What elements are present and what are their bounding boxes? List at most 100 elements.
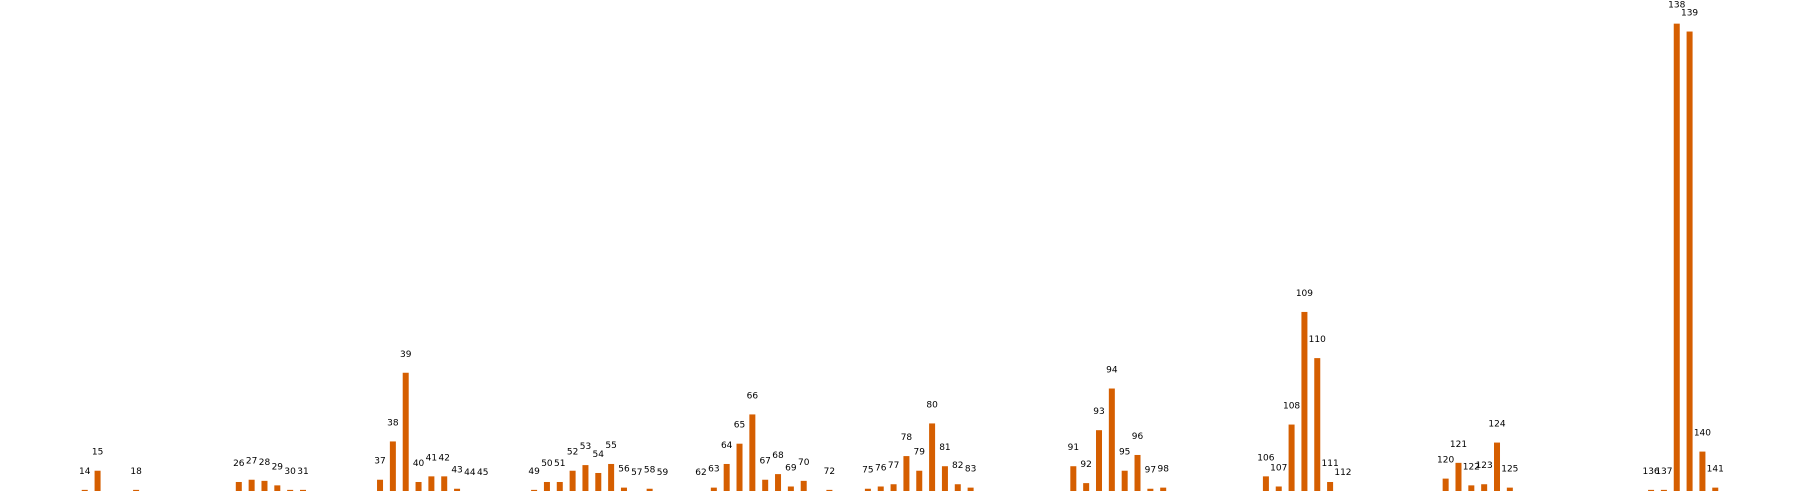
bar-label: 14	[79, 467, 91, 477]
bar	[556, 481, 563, 491]
bar	[441, 476, 448, 491]
bar-label: 69	[785, 463, 797, 473]
bar	[402, 372, 409, 491]
bar-label: 45	[477, 468, 488, 478]
bar	[749, 414, 756, 491]
bar	[1147, 488, 1154, 491]
bar-label: 44	[464, 468, 476, 478]
bar-label: 98	[1157, 465, 1169, 475]
bar-label: 140	[1694, 429, 1711, 439]
bar-label: 18	[130, 467, 142, 477]
bar-label: 124	[1488, 420, 1505, 430]
bar-label: 42	[438, 453, 449, 463]
bar-label: 121	[1450, 440, 1467, 450]
bar	[531, 489, 538, 491]
bar-label: 108	[1283, 402, 1300, 412]
bar	[787, 486, 794, 491]
bar	[94, 470, 101, 491]
bar-label: 80	[926, 400, 938, 410]
bar-label: 95	[1119, 448, 1130, 458]
bar-label: 52	[567, 448, 578, 458]
bar-label: 94	[1106, 366, 1118, 376]
bar-label: 79	[914, 448, 926, 458]
bar	[916, 470, 923, 491]
bar-label: 64	[721, 441, 733, 451]
bar	[608, 463, 615, 491]
bar-label: 109	[1296, 289, 1313, 299]
bar	[1455, 462, 1462, 491]
bar-label: 54	[593, 450, 605, 460]
bar	[775, 474, 782, 491]
bar-label: 81	[939, 443, 950, 453]
bar-label: 136	[1642, 467, 1659, 477]
bar	[582, 465, 589, 491]
bar	[1506, 487, 1513, 491]
bar	[1160, 487, 1167, 491]
bar-label: 51	[554, 459, 565, 469]
bar-label: 72	[824, 467, 835, 477]
bar-label: 39	[400, 350, 412, 360]
bar	[299, 489, 306, 491]
bar-label: 138	[1668, 1, 1685, 11]
bar-label: 29	[272, 462, 284, 472]
bar	[1108, 388, 1115, 491]
bar-label: 110	[1309, 335, 1326, 345]
bar-label: 68	[772, 451, 784, 461]
bar-label: 57	[631, 468, 642, 478]
bar	[1648, 489, 1655, 491]
bar-label: 91	[1068, 443, 1079, 453]
bar	[377, 479, 384, 491]
bar-label: 122	[1463, 462, 1480, 472]
bar	[454, 488, 461, 491]
bar-label: 66	[747, 391, 759, 401]
bar-label: 30	[284, 467, 296, 477]
bar	[1442, 478, 1449, 491]
bar-label: 49	[528, 467, 540, 477]
bar-label: 112	[1334, 468, 1351, 478]
bar	[261, 480, 268, 491]
bar	[723, 463, 730, 491]
bar	[864, 488, 871, 491]
bar-label: 76	[875, 463, 887, 473]
bar	[1301, 311, 1308, 491]
bar-label: 120	[1437, 456, 1454, 466]
bar	[1468, 485, 1475, 491]
bar-label: 82	[952, 461, 963, 471]
bar-label: 58	[644, 466, 656, 476]
bar	[1083, 483, 1090, 491]
bar-label: 123	[1476, 461, 1493, 471]
bar	[133, 489, 140, 491]
bar-label: 106	[1257, 453, 1274, 463]
bar	[595, 472, 602, 491]
bar	[903, 456, 910, 491]
bar	[235, 481, 242, 491]
bar	[929, 423, 936, 491]
bar-label: 55	[605, 441, 616, 451]
bar-label: 67	[759, 457, 770, 467]
bar-label: 75	[862, 466, 873, 476]
bar	[736, 443, 743, 491]
bar-label: 92	[1080, 460, 1091, 470]
bar-label: 37	[374, 457, 385, 467]
bar	[1096, 430, 1103, 491]
bar-label: 96	[1132, 432, 1144, 442]
bar	[762, 479, 769, 491]
bar-label: 53	[580, 442, 591, 452]
bar-label: 56	[618, 465, 630, 475]
bar-label: 26	[233, 459, 245, 469]
bar-label: 125	[1501, 465, 1518, 475]
bar	[1712, 487, 1719, 491]
bar-label: 139	[1681, 9, 1698, 19]
bar-label: 107	[1270, 463, 1287, 473]
bar-label: 27	[246, 457, 257, 467]
bar	[1699, 451, 1706, 491]
bar-label: 50	[541, 459, 553, 469]
bar	[1673, 23, 1680, 492]
bar-label: 59	[657, 468, 669, 478]
bar	[826, 489, 833, 491]
bar-label: 97	[1145, 466, 1156, 476]
bar-label: 31	[297, 467, 308, 477]
bar	[967, 487, 974, 491]
bar-label: 137	[1655, 467, 1672, 477]
bar	[287, 489, 294, 491]
